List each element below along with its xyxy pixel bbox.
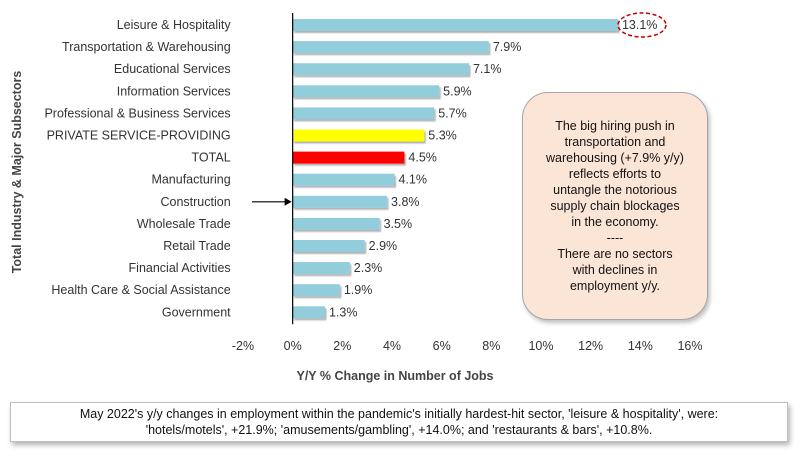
value-label: 5.9% <box>443 84 472 98</box>
bar <box>292 63 469 76</box>
value-label: 5.7% <box>438 106 467 120</box>
category-label: Health Care & Social Assistance <box>51 283 230 297</box>
value-label: 7.1% <box>473 62 502 76</box>
bar <box>292 217 380 230</box>
caption-line-2: 'hotels/motels', +21.9%; 'amusements/gam… <box>145 423 653 437</box>
category-label: Manufacturing <box>151 173 230 187</box>
bar <box>292 129 425 142</box>
annotation-line: The big hiring push in <box>555 119 675 133</box>
arrow-head <box>284 197 292 206</box>
annotation-line: employment y/y. <box>569 279 661 293</box>
bar <box>292 262 350 275</box>
caption-box: May 2022's y/y changes in employment wit… <box>10 402 788 442</box>
category-label: Transportation & Warehousing <box>62 40 231 54</box>
value-label: 1.3% <box>329 305 358 319</box>
annotation-line: untangle the notorious <box>553 183 677 197</box>
x-tick-label: 0% <box>284 339 302 353</box>
value-label: 3.5% <box>384 217 413 231</box>
bar <box>292 107 435 120</box>
x-tick-label: 2% <box>333 339 351 353</box>
annotation-line: in the economy. <box>571 215 659 229</box>
category-label: Construction <box>160 195 230 209</box>
bar <box>292 284 340 297</box>
bar <box>292 41 489 54</box>
highlight-ellipse <box>617 12 667 38</box>
bar <box>292 240 365 252</box>
value-label: 2.3% <box>354 261 383 275</box>
bar-chart: Leisure & Hospitality 13.1% Transportation… <box>10 12 703 383</box>
category-label: Leisure & Hospitality <box>117 18 232 32</box>
category-label: Wholesale Trade <box>137 217 231 231</box>
annotation-text: The big hiring push in transportation an… <box>546 118 684 294</box>
annotation-box: The big hiring push in transportation an… <box>522 92 708 320</box>
category-label: Educational Services <box>114 62 231 76</box>
bar <box>292 195 388 208</box>
category-label: Government <box>162 305 231 319</box>
category-label: PRIVATE SERVICE-PROVIDING <box>47 129 231 143</box>
value-label: 1.9% <box>344 283 373 297</box>
annotation-line: with declines in <box>572 263 658 277</box>
value-label: 2.9% <box>369 239 398 253</box>
category-label: Information Services <box>117 84 231 98</box>
x-tick-label: 12% <box>578 339 603 353</box>
annotation-line: ---- <box>606 231 624 245</box>
bar <box>292 173 395 186</box>
category-label: Retail Trade <box>163 239 230 253</box>
x-tick-label: 16% <box>677 339 702 353</box>
y-axis-title: Total Industry & Major Subsectors <box>10 71 24 274</box>
value-label: 7.9% <box>493 40 521 54</box>
annotation-line: transportation and <box>564 135 666 149</box>
category-label: Financial Activities <box>129 261 231 275</box>
value-label: 4.1% <box>398 173 427 187</box>
caption-line-1: May 2022's y/y changes in employment wit… <box>79 407 719 421</box>
annotation-line: supply chain blockages <box>550 199 680 213</box>
x-tick-label: 6% <box>433 339 451 353</box>
value-label: 3.8% <box>391 195 420 209</box>
bar <box>292 85 440 98</box>
value-label: 13.1% <box>622 18 657 32</box>
annotation-line: warehousing (+7.9% y/y) <box>546 151 684 165</box>
bar <box>292 151 405 164</box>
bar <box>292 306 325 319</box>
category-label: Professional & Business Services <box>44 106 230 120</box>
x-tick-label: 4% <box>383 339 401 353</box>
annotation-line: There are no sectors <box>557 247 673 261</box>
x-axis-title: Y/Y % Change in Number of Jobs <box>296 369 493 383</box>
annotation-line: reflects efforts to <box>568 167 662 181</box>
value-label: 5.3% <box>428 129 457 143</box>
x-tick-label: 10% <box>528 339 553 353</box>
x-tick-label: -2% <box>232 339 254 353</box>
category-label: TOTAL <box>192 151 231 165</box>
bar <box>292 19 618 31</box>
x-tick-label: 8% <box>482 339 500 353</box>
x-tick-label: 14% <box>628 339 653 353</box>
value-label: 4.5% <box>408 151 437 165</box>
